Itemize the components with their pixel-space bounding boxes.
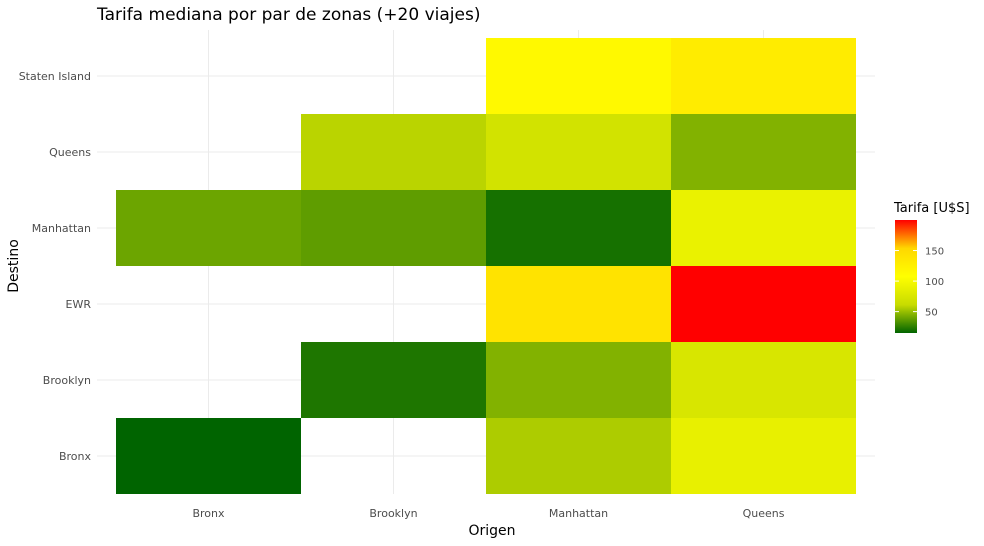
x-axis-title: Origen xyxy=(468,523,515,539)
y-tick-label: EWR xyxy=(66,298,92,311)
heatmap-cell xyxy=(486,342,671,418)
heatmap-cell xyxy=(671,266,856,342)
legend-tick-label: 50 xyxy=(925,308,938,319)
heatmap-cell xyxy=(671,38,856,114)
chart-title: Tarifa mediana por par de zonas (+20 via… xyxy=(96,5,480,25)
heatmap-cell xyxy=(486,266,671,342)
color-legend: Tarifa [U$S] 50 100 150 xyxy=(893,201,970,333)
heatmap-cell xyxy=(486,114,671,190)
legend-title: Tarifa [U$S] xyxy=(893,201,970,216)
legend-color-bar xyxy=(895,220,917,333)
heatmap-cell xyxy=(671,190,856,266)
heatmap-cell xyxy=(116,190,301,266)
heatmap-cell xyxy=(301,190,486,266)
heatmap-cell xyxy=(486,38,671,114)
heatmap-cell xyxy=(671,342,856,418)
legend-tick-label: 100 xyxy=(925,277,944,288)
y-axis-ticks: Bronx Brooklyn EWR Manhattan Queens Staten Is… xyxy=(19,70,92,463)
x-tick-label: Manhattan xyxy=(549,507,608,520)
heatmap-cell xyxy=(301,342,486,418)
y-axis-title: Destino xyxy=(6,239,22,293)
y-tick-label: Staten Island xyxy=(19,70,91,83)
heatmap-cell xyxy=(671,114,856,190)
legend-tick-label: 150 xyxy=(925,247,944,258)
heatmap-cell xyxy=(116,418,301,494)
x-tick-label: Queens xyxy=(743,507,785,520)
legend-ticks: 50 100 150 xyxy=(895,247,944,319)
y-tick-label: Manhattan xyxy=(32,222,91,235)
y-tick-label: Queens xyxy=(49,146,91,159)
y-tick-label: Brooklyn xyxy=(43,374,91,387)
y-tick-label: Bronx xyxy=(59,450,92,463)
heatmap-cell xyxy=(301,114,486,190)
x-axis-ticks: Bronx Brooklyn Manhattan Queens xyxy=(192,507,784,520)
x-tick-label: Bronx xyxy=(192,507,225,520)
heatmap-cells xyxy=(116,38,856,494)
heatmap-cell xyxy=(671,418,856,494)
x-tick-label: Brooklyn xyxy=(369,507,417,520)
heatmap-cell xyxy=(486,190,671,266)
heatmap-cell xyxy=(486,418,671,494)
